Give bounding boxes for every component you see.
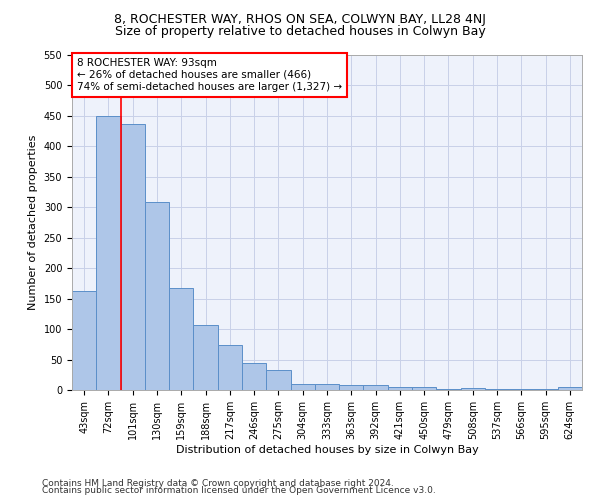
Bar bbox=[72, 292, 96, 390]
Text: 8, ROCHESTER WAY, RHOS ON SEA, COLWYN BAY, LL28 4NJ: 8, ROCHESTER WAY, RHOS ON SEA, COLWYN BA… bbox=[114, 12, 486, 26]
Bar bbox=[315, 384, 339, 390]
Bar bbox=[96, 116, 121, 390]
Bar bbox=[558, 387, 582, 390]
Bar bbox=[339, 385, 364, 390]
Bar bbox=[388, 387, 412, 390]
Text: Contains HM Land Registry data © Crown copyright and database right 2024.: Contains HM Land Registry data © Crown c… bbox=[42, 478, 394, 488]
Bar bbox=[412, 387, 436, 390]
Bar bbox=[121, 124, 145, 390]
Text: Size of property relative to detached houses in Colwyn Bay: Size of property relative to detached ho… bbox=[115, 25, 485, 38]
Bar bbox=[364, 385, 388, 390]
X-axis label: Distribution of detached houses by size in Colwyn Bay: Distribution of detached houses by size … bbox=[176, 445, 478, 455]
Bar bbox=[290, 384, 315, 390]
Bar bbox=[169, 288, 193, 390]
Bar bbox=[145, 202, 169, 390]
Bar bbox=[266, 370, 290, 390]
Bar bbox=[193, 326, 218, 390]
Bar bbox=[461, 388, 485, 390]
Y-axis label: Number of detached properties: Number of detached properties bbox=[28, 135, 38, 310]
Text: 8 ROCHESTER WAY: 93sqm
← 26% of detached houses are smaller (466)
74% of semi-de: 8 ROCHESTER WAY: 93sqm ← 26% of detached… bbox=[77, 58, 342, 92]
Bar bbox=[242, 362, 266, 390]
Text: Contains public sector information licensed under the Open Government Licence v3: Contains public sector information licen… bbox=[42, 486, 436, 495]
Bar bbox=[218, 345, 242, 390]
